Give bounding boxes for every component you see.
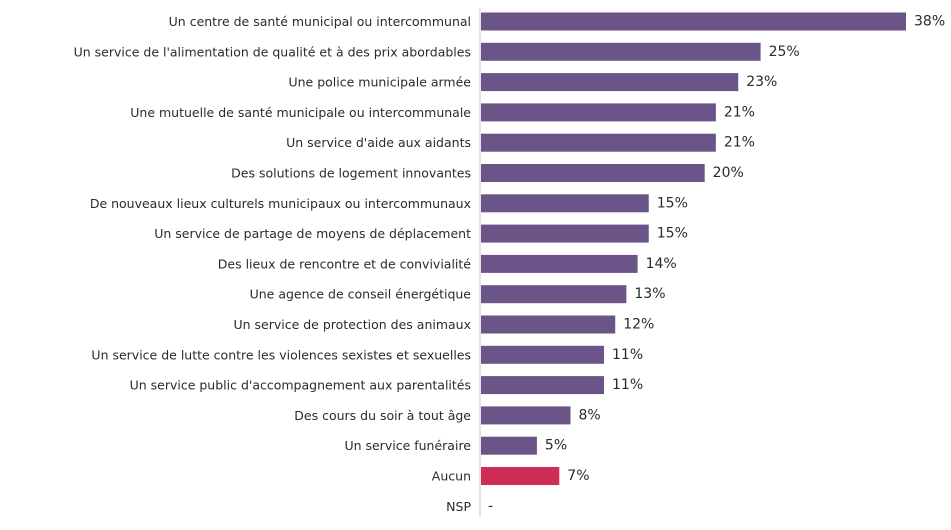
- category-label: Un centre de santé municipal ou intercom…: [169, 14, 471, 29]
- bar: [481, 12, 906, 31]
- bar: [481, 467, 560, 485]
- value-label: 20%: [713, 165, 744, 181]
- category-label: Une police municipale armée: [288, 75, 471, 90]
- bar: [481, 224, 649, 243]
- category-label: Un service de partage de moyens de dépla…: [154, 226, 471, 241]
- bar: [481, 103, 716, 122]
- bar: [481, 345, 605, 364]
- category-label: Un service de l'alimentation de qualité …: [74, 44, 471, 59]
- value-label: 5%: [545, 438, 567, 454]
- category-label: Une agence de conseil énergétique: [250, 287, 472, 302]
- category-label: Des cours du soir à tout âge: [294, 408, 471, 423]
- category-label: Un service de protection des animaux: [233, 317, 471, 332]
- category-label: Un service de lutte contre les violences…: [91, 347, 471, 362]
- value-label: 21%: [724, 135, 755, 151]
- category-label: Aucun: [432, 469, 471, 484]
- value-label: 23%: [746, 74, 777, 90]
- bar: [481, 436, 537, 455]
- value-label: 15%: [657, 226, 688, 242]
- category-label: Un service funéraire: [344, 438, 471, 453]
- bar: [481, 376, 605, 395]
- value-label: 8%: [578, 407, 600, 423]
- category-label: NSP: [446, 499, 471, 514]
- value-label: -: [488, 498, 493, 514]
- bar: [481, 73, 739, 92]
- bar: [481, 133, 716, 152]
- value-label: 38%: [914, 14, 945, 30]
- category-label: Des solutions de logement innovantes: [231, 166, 471, 181]
- category-label: Un service public d'accompagnement aux p…: [130, 378, 471, 393]
- value-label: 14%: [646, 256, 677, 272]
- bar: [481, 315, 616, 334]
- bar: [481, 254, 638, 273]
- category-label: Un service d'aide aux aidants: [286, 135, 471, 150]
- value-label: 11%: [612, 377, 643, 393]
- category-label: De nouveaux lieux culturels municipaux o…: [90, 196, 471, 211]
- bar: [481, 406, 571, 425]
- bar: [481, 42, 761, 61]
- value-label: 21%: [724, 104, 755, 120]
- value-label: 7%: [567, 468, 589, 484]
- bar: [481, 164, 705, 182]
- value-label: 11%: [612, 347, 643, 363]
- value-label: 15%: [657, 195, 688, 211]
- bar: [481, 285, 627, 304]
- value-label: 12%: [623, 317, 654, 333]
- value-label: 13%: [634, 286, 665, 302]
- value-label: 25%: [769, 44, 800, 60]
- category-label: Des lieux de rencontre et de convivialit…: [218, 256, 472, 271]
- category-label: Une mutuelle de santé municipale ou inte…: [130, 105, 471, 120]
- bar: [481, 194, 649, 213]
